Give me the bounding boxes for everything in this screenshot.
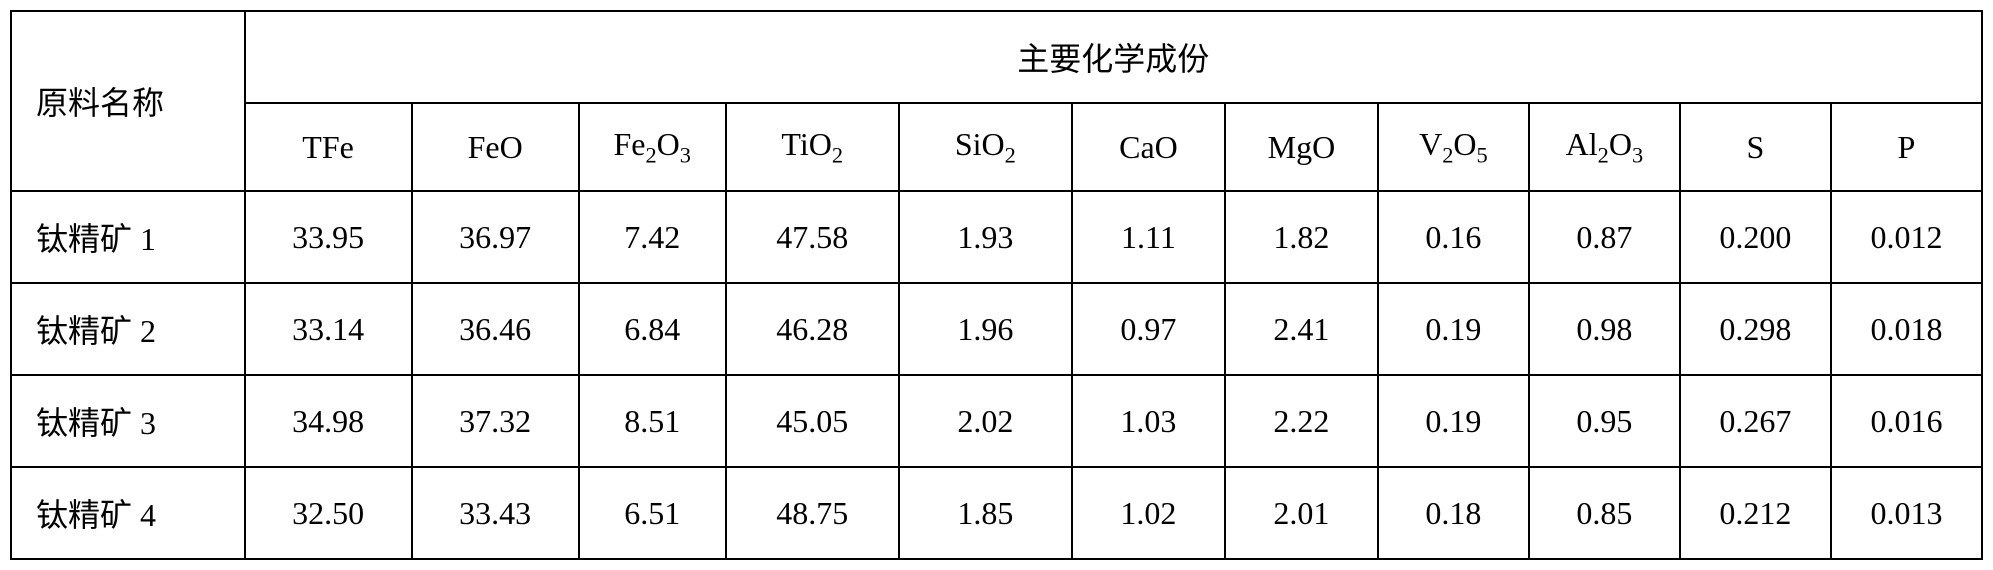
col-header-mgo: MgO — [1225, 103, 1378, 191]
data-cell: 0.19 — [1378, 283, 1529, 375]
data-cell: 48.75 — [726, 467, 899, 559]
col-header-v2o5: V2O5 — [1378, 103, 1529, 191]
rowname-cell: 钛精矿 3 — [11, 375, 245, 467]
data-cell: 0.95 — [1529, 375, 1680, 467]
data-cell: 2.22 — [1225, 375, 1378, 467]
data-cell: 0.016 — [1831, 375, 1982, 467]
data-cell: 8.51 — [579, 375, 726, 467]
data-cell: 0.18 — [1378, 467, 1529, 559]
data-cell: 36.46 — [412, 283, 579, 375]
data-cell: 0.200 — [1680, 191, 1831, 283]
col-header-cao: CaO — [1072, 103, 1225, 191]
data-cell: 32.50 — [245, 467, 412, 559]
col-header-s: S — [1680, 103, 1831, 191]
data-cell: 0.85 — [1529, 467, 1680, 559]
col-header-tfe: TFe — [245, 103, 412, 191]
data-cell: 0.267 — [1680, 375, 1831, 467]
data-cell: 0.98 — [1529, 283, 1680, 375]
col-header-p: P — [1831, 103, 1982, 191]
rowname-cell: 钛精矿 2 — [11, 283, 245, 375]
col-header-sio2: SiO2 — [899, 103, 1072, 191]
data-cell: 33.95 — [245, 191, 412, 283]
data-cell: 1.85 — [899, 467, 1072, 559]
data-cell: 1.03 — [1072, 375, 1225, 467]
data-cell: 1.82 — [1225, 191, 1378, 283]
header-row-2: TFe FeO Fe2O3 TiO2 SiO2 CaO MgO V2O5 Al2… — [11, 103, 1982, 191]
data-cell: 0.298 — [1680, 283, 1831, 375]
header-row-1: 原料名称 主要化学成份 — [11, 11, 1982, 103]
data-cell: 34.98 — [245, 375, 412, 467]
table-row: 钛精矿 4 32.50 33.43 6.51 48.75 1.85 1.02 2… — [11, 467, 1982, 559]
data-cell: 33.14 — [245, 283, 412, 375]
data-cell: 2.01 — [1225, 467, 1378, 559]
data-cell: 6.84 — [579, 283, 726, 375]
data-cell: 47.58 — [726, 191, 899, 283]
table-row: 钛精矿 2 33.14 36.46 6.84 46.28 1.96 0.97 2… — [11, 283, 1982, 375]
data-cell: 1.02 — [1072, 467, 1225, 559]
col-header-al2o3: Al2O3 — [1529, 103, 1680, 191]
data-cell: 45.05 — [726, 375, 899, 467]
data-cell: 46.28 — [726, 283, 899, 375]
header-rowname: 原料名称 — [11, 11, 245, 191]
data-cell: 1.11 — [1072, 191, 1225, 283]
data-cell: 2.41 — [1225, 283, 1378, 375]
col-header-fe2o3: Fe2O3 — [579, 103, 726, 191]
data-cell: 0.212 — [1680, 467, 1831, 559]
data-cell: 0.018 — [1831, 283, 1982, 375]
data-cell: 0.16 — [1378, 191, 1529, 283]
table-row: 钛精矿 3 34.98 37.32 8.51 45.05 2.02 1.03 2… — [11, 375, 1982, 467]
data-cell: 37.32 — [412, 375, 579, 467]
data-cell: 1.96 — [899, 283, 1072, 375]
rowname-cell: 钛精矿 4 — [11, 467, 245, 559]
data-cell: 33.43 — [412, 467, 579, 559]
data-cell: 2.02 — [899, 375, 1072, 467]
data-cell: 6.51 — [579, 467, 726, 559]
col-header-tio2: TiO2 — [726, 103, 899, 191]
data-cell: 0.87 — [1529, 191, 1680, 283]
data-cell: 0.19 — [1378, 375, 1529, 467]
data-cell: 0.013 — [1831, 467, 1982, 559]
data-cell: 0.97 — [1072, 283, 1225, 375]
rowname-cell: 钛精矿 1 — [11, 191, 245, 283]
data-cell: 0.012 — [1831, 191, 1982, 283]
composition-table: 原料名称 主要化学成份 TFe FeO Fe2O3 TiO2 SiO2 CaO … — [10, 10, 1983, 560]
data-cell: 1.93 — [899, 191, 1072, 283]
table-body: 钛精矿 1 33.95 36.97 7.42 47.58 1.93 1.11 1… — [11, 191, 1982, 559]
data-cell: 36.97 — [412, 191, 579, 283]
data-cell: 7.42 — [579, 191, 726, 283]
col-header-feo: FeO — [412, 103, 579, 191]
table-row: 钛精矿 1 33.95 36.97 7.42 47.58 1.93 1.11 1… — [11, 191, 1982, 283]
header-group: 主要化学成份 — [245, 11, 1982, 103]
